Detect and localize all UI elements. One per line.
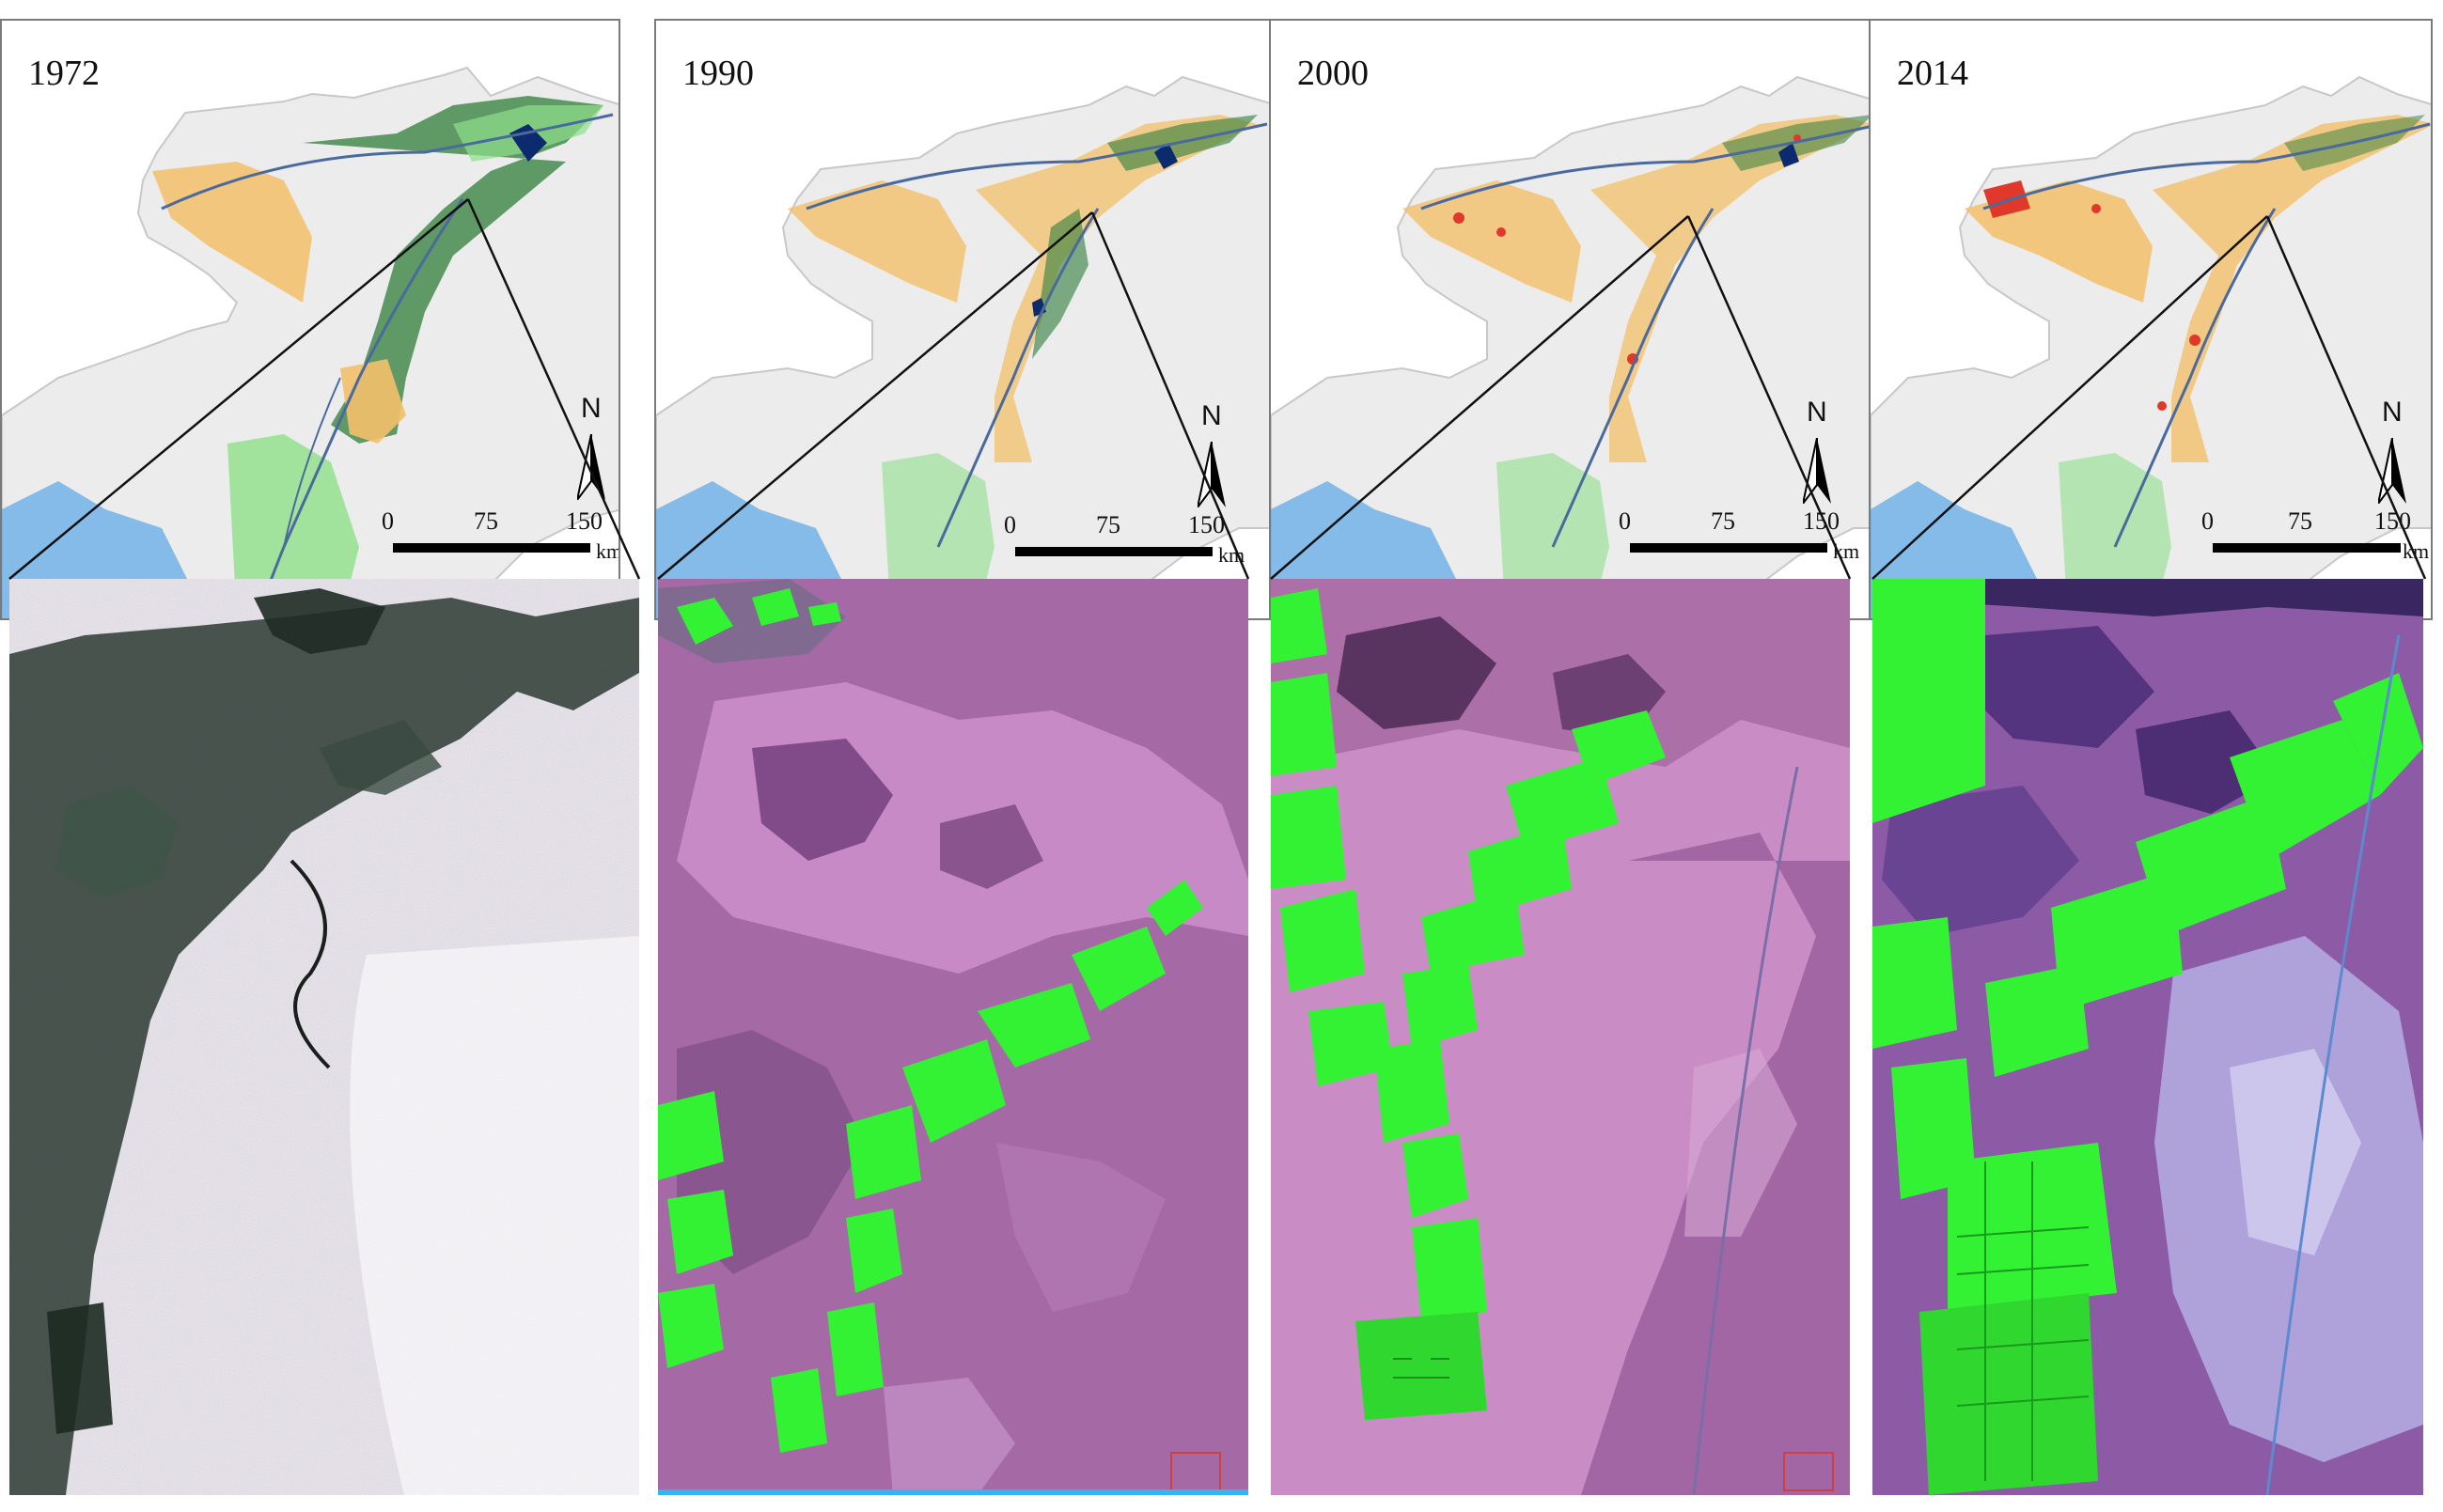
north-label: N — [1807, 397, 1827, 428]
year-label: 1972 — [28, 54, 100, 93]
north-label: N — [2382, 397, 2403, 428]
satellite-image-2000 — [1271, 579, 1850, 1495]
map-2014-graphic — [1871, 75, 2431, 618]
scale-tick-0: 0 — [382, 507, 394, 535]
scale-tick-150: 150 — [566, 507, 603, 535]
north-arrow-icon: N — [2377, 397, 2406, 508]
year-label: 2000 — [1297, 54, 1369, 93]
scale-unit: km — [2403, 539, 2430, 563]
scale-tick-75: 75 — [1711, 507, 1735, 535]
scale-unit: km — [596, 539, 620, 563]
panel-1972: 1972 N 0 75 150 km — [0, 0, 639, 1512]
panel-2000: 2000 N 0 75 150 km — [1269, 0, 1889, 1512]
scale-tick-0: 0 — [1004, 511, 1016, 538]
map-2000-graphic — [1271, 75, 1887, 618]
north-arrow-icon: N — [1197, 400, 1226, 512]
scale-tick-75: 75 — [1096, 511, 1120, 538]
north-label: N — [1201, 400, 1222, 431]
scale-tick-0: 0 — [1619, 507, 1631, 535]
scale-tick-75: 75 — [474, 507, 498, 535]
scale-tick-150: 150 — [1803, 507, 1840, 535]
map-1972: 1972 N 0 75 150 km — [0, 19, 620, 620]
scale-tick-150: 150 — [1188, 511, 1225, 538]
scale-tick-75: 75 — [2288, 507, 2312, 535]
year-label: 1990 — [682, 54, 754, 93]
north-label: N — [581, 393, 602, 424]
satellite-image-2014 — [1872, 579, 2423, 1495]
panel-2014: 2014 N 0 75 150 km — [1869, 0, 2443, 1512]
satellite-image-1972 — [9, 579, 639, 1495]
panel-1990: 1990 N 0 75 150 km — [654, 0, 1275, 1512]
map-2000: 2000 N 0 75 150 km — [1269, 19, 1889, 620]
north-arrow-icon: N — [576, 393, 605, 505]
scale-tick-150: 150 — [2374, 507, 2411, 535]
map-1990: 1990 N 0 75 150 km — [654, 19, 1275, 620]
map-1972-graphic — [2, 66, 619, 618]
satellite-image-1990 — [658, 579, 1248, 1495]
map-1990-graphic — [656, 75, 1273, 618]
north-arrow-icon: N — [1802, 397, 1831, 508]
year-label: 2014 — [1897, 54, 1968, 93]
scale-tick-0: 0 — [2201, 507, 2214, 535]
scale-unit: km — [1833, 539, 1860, 563]
map-2014: 2014 N 0 75 150 km — [1869, 19, 2433, 620]
scale-unit: km — [1218, 543, 1245, 567]
